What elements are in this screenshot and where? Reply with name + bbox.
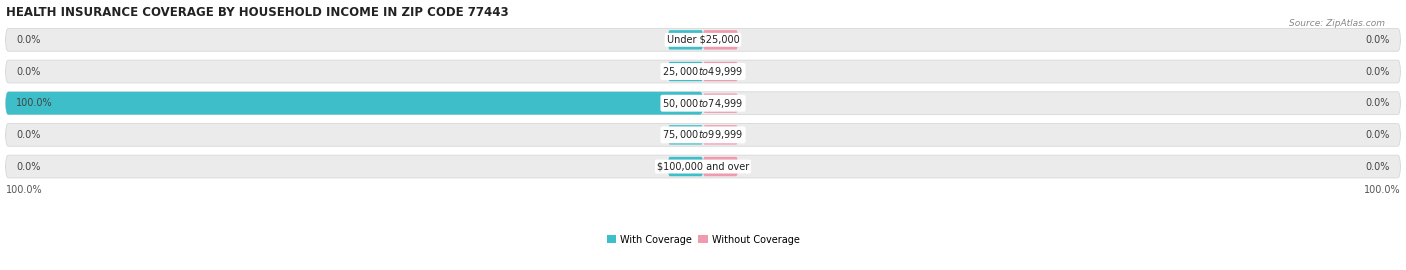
Text: 100.0%: 100.0% (15, 98, 52, 108)
Text: 0.0%: 0.0% (1365, 66, 1391, 76)
Text: 0.0%: 0.0% (15, 161, 41, 171)
FancyBboxPatch shape (703, 125, 738, 144)
Text: 0.0%: 0.0% (1365, 161, 1391, 171)
Text: 100.0%: 100.0% (6, 185, 42, 195)
FancyBboxPatch shape (703, 157, 738, 176)
FancyBboxPatch shape (703, 93, 738, 113)
Text: 0.0%: 0.0% (15, 35, 41, 45)
Legend: With Coverage, Without Coverage: With Coverage, Without Coverage (603, 231, 803, 249)
Text: 0.0%: 0.0% (1365, 130, 1391, 140)
FancyBboxPatch shape (668, 62, 703, 81)
Text: 0.0%: 0.0% (1365, 98, 1391, 108)
FancyBboxPatch shape (6, 92, 1400, 114)
Text: Under $25,000: Under $25,000 (666, 35, 740, 45)
FancyBboxPatch shape (668, 157, 703, 176)
FancyBboxPatch shape (668, 125, 703, 144)
FancyBboxPatch shape (6, 155, 1400, 178)
FancyBboxPatch shape (6, 60, 1400, 83)
Text: $50,000 to $74,999: $50,000 to $74,999 (662, 97, 744, 110)
Text: 0.0%: 0.0% (1365, 35, 1391, 45)
Text: $75,000 to $99,999: $75,000 to $99,999 (662, 128, 744, 141)
FancyBboxPatch shape (703, 30, 738, 49)
FancyBboxPatch shape (703, 62, 738, 81)
Text: 0.0%: 0.0% (15, 66, 41, 76)
FancyBboxPatch shape (6, 92, 703, 114)
Text: $25,000 to $49,999: $25,000 to $49,999 (662, 65, 744, 78)
Text: 100.0%: 100.0% (1364, 185, 1400, 195)
Text: 0.0%: 0.0% (15, 130, 41, 140)
FancyBboxPatch shape (668, 93, 703, 113)
FancyBboxPatch shape (6, 123, 1400, 146)
Text: $100,000 and over: $100,000 and over (657, 161, 749, 171)
FancyBboxPatch shape (668, 30, 703, 49)
FancyBboxPatch shape (6, 28, 1400, 51)
Text: Source: ZipAtlas.com: Source: ZipAtlas.com (1289, 19, 1385, 28)
Text: HEALTH INSURANCE COVERAGE BY HOUSEHOLD INCOME IN ZIP CODE 77443: HEALTH INSURANCE COVERAGE BY HOUSEHOLD I… (6, 6, 508, 19)
